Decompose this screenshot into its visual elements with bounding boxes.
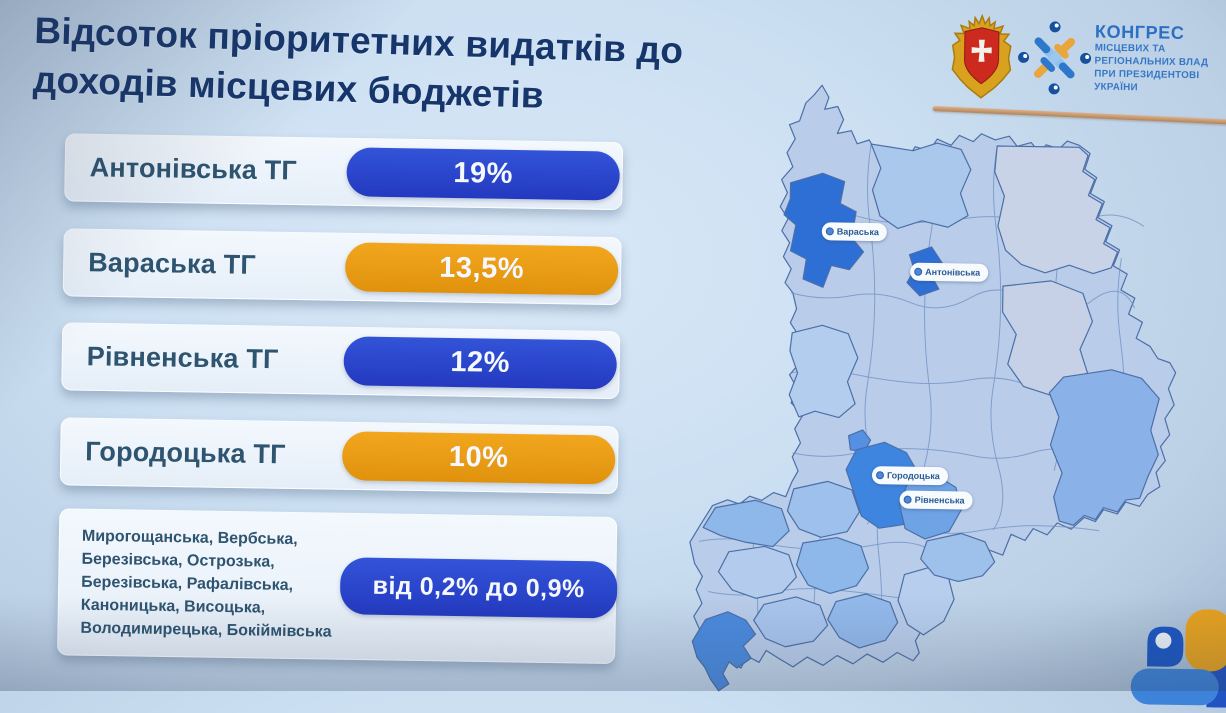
map-label-text: Городоцька bbox=[886, 470, 940, 482]
stat-value: 19% bbox=[453, 156, 514, 190]
stat-value: 13,5% bbox=[439, 251, 525, 286]
map-region-tail-dark bbox=[691, 611, 757, 692]
map-cell-northeast-pale bbox=[994, 145, 1119, 275]
map-pin-icon bbox=[825, 227, 834, 236]
map-cell-sw-b bbox=[786, 480, 861, 538]
map-pin-icon bbox=[903, 495, 912, 504]
corner-brand-icon bbox=[1123, 606, 1226, 708]
map-cell-south-of-rivne bbox=[920, 532, 996, 583]
map-cell-sw-a bbox=[702, 499, 790, 548]
range-value: від 0,2% до 0,9% bbox=[372, 571, 585, 604]
stat-value-pill: 13,5% bbox=[344, 242, 619, 296]
map-label-antonivska: Антонівська bbox=[910, 262, 989, 282]
stat-label: Городоцька ТГ bbox=[85, 436, 286, 470]
map-cell-sw-e bbox=[753, 596, 829, 648]
congress-emblem-icon bbox=[1018, 21, 1092, 95]
map-cell-east-medium bbox=[1048, 369, 1160, 526]
stat-card-varaska: Вараська ТГ 13,5% bbox=[62, 228, 622, 306]
stat-label: Вараська ТГ bbox=[88, 247, 257, 280]
map-cell-sw-c bbox=[717, 545, 797, 599]
map-label-text: Рівненська bbox=[914, 494, 965, 506]
org-logo-group: КОНГРЕС МІСЦЕВИХ ТА РЕГІОНАЛЬНИХ ВЛАД ПР… bbox=[948, 9, 1226, 109]
communities-list: Мирогощанська, Вербська, Березівська, Ос… bbox=[80, 527, 332, 641]
stat-label: Рівненська ТГ bbox=[86, 341, 279, 375]
map-cell-north-center bbox=[870, 142, 972, 230]
range-value-pill: від 0,2% до 0,9% bbox=[339, 557, 618, 619]
map-pin-icon bbox=[914, 267, 923, 276]
map-label-text: Вараська bbox=[836, 226, 879, 238]
map-region-small-dark bbox=[848, 429, 872, 453]
stat-value-pill: 10% bbox=[341, 431, 616, 485]
map-pin-icon bbox=[875, 471, 885, 480]
rivne-coat-of-arms-icon bbox=[951, 13, 1012, 99]
stat-label: Антонівська ТГ bbox=[89, 152, 298, 186]
map-cell-west-mid bbox=[788, 324, 859, 419]
map-cell-sw-d bbox=[795, 536, 870, 595]
stat-value-pill: 12% bbox=[343, 336, 618, 390]
oblast-map: Вараська Антонівська Городоцька Рівненсь… bbox=[667, 71, 1197, 700]
map-label-rivnenska: Рівненська bbox=[899, 490, 973, 510]
map-label-varaska: Вараська bbox=[821, 222, 888, 242]
map-label-text: Антонівська bbox=[925, 266, 981, 278]
stat-card-rivnenska: Рівненська ТГ 12% bbox=[61, 322, 621, 400]
org-brand: КОНГРЕС bbox=[1094, 21, 1185, 43]
stat-card-other-communities: Мирогощанська, Вербська, Березівська, Ос… bbox=[57, 508, 618, 665]
stat-card-horodotska: Городоцька ТГ 10% bbox=[59, 417, 619, 495]
oblast-map-svg bbox=[689, 84, 1177, 692]
stat-value: 10% bbox=[448, 440, 509, 474]
map-cell-sw-f bbox=[827, 593, 899, 649]
stat-value-pill: 19% bbox=[346, 147, 621, 201]
map-label-horodotska: Городоцька bbox=[871, 466, 948, 486]
stat-card-antonivska: Антонівська ТГ 19% bbox=[64, 133, 624, 211]
stat-value: 12% bbox=[450, 345, 511, 379]
